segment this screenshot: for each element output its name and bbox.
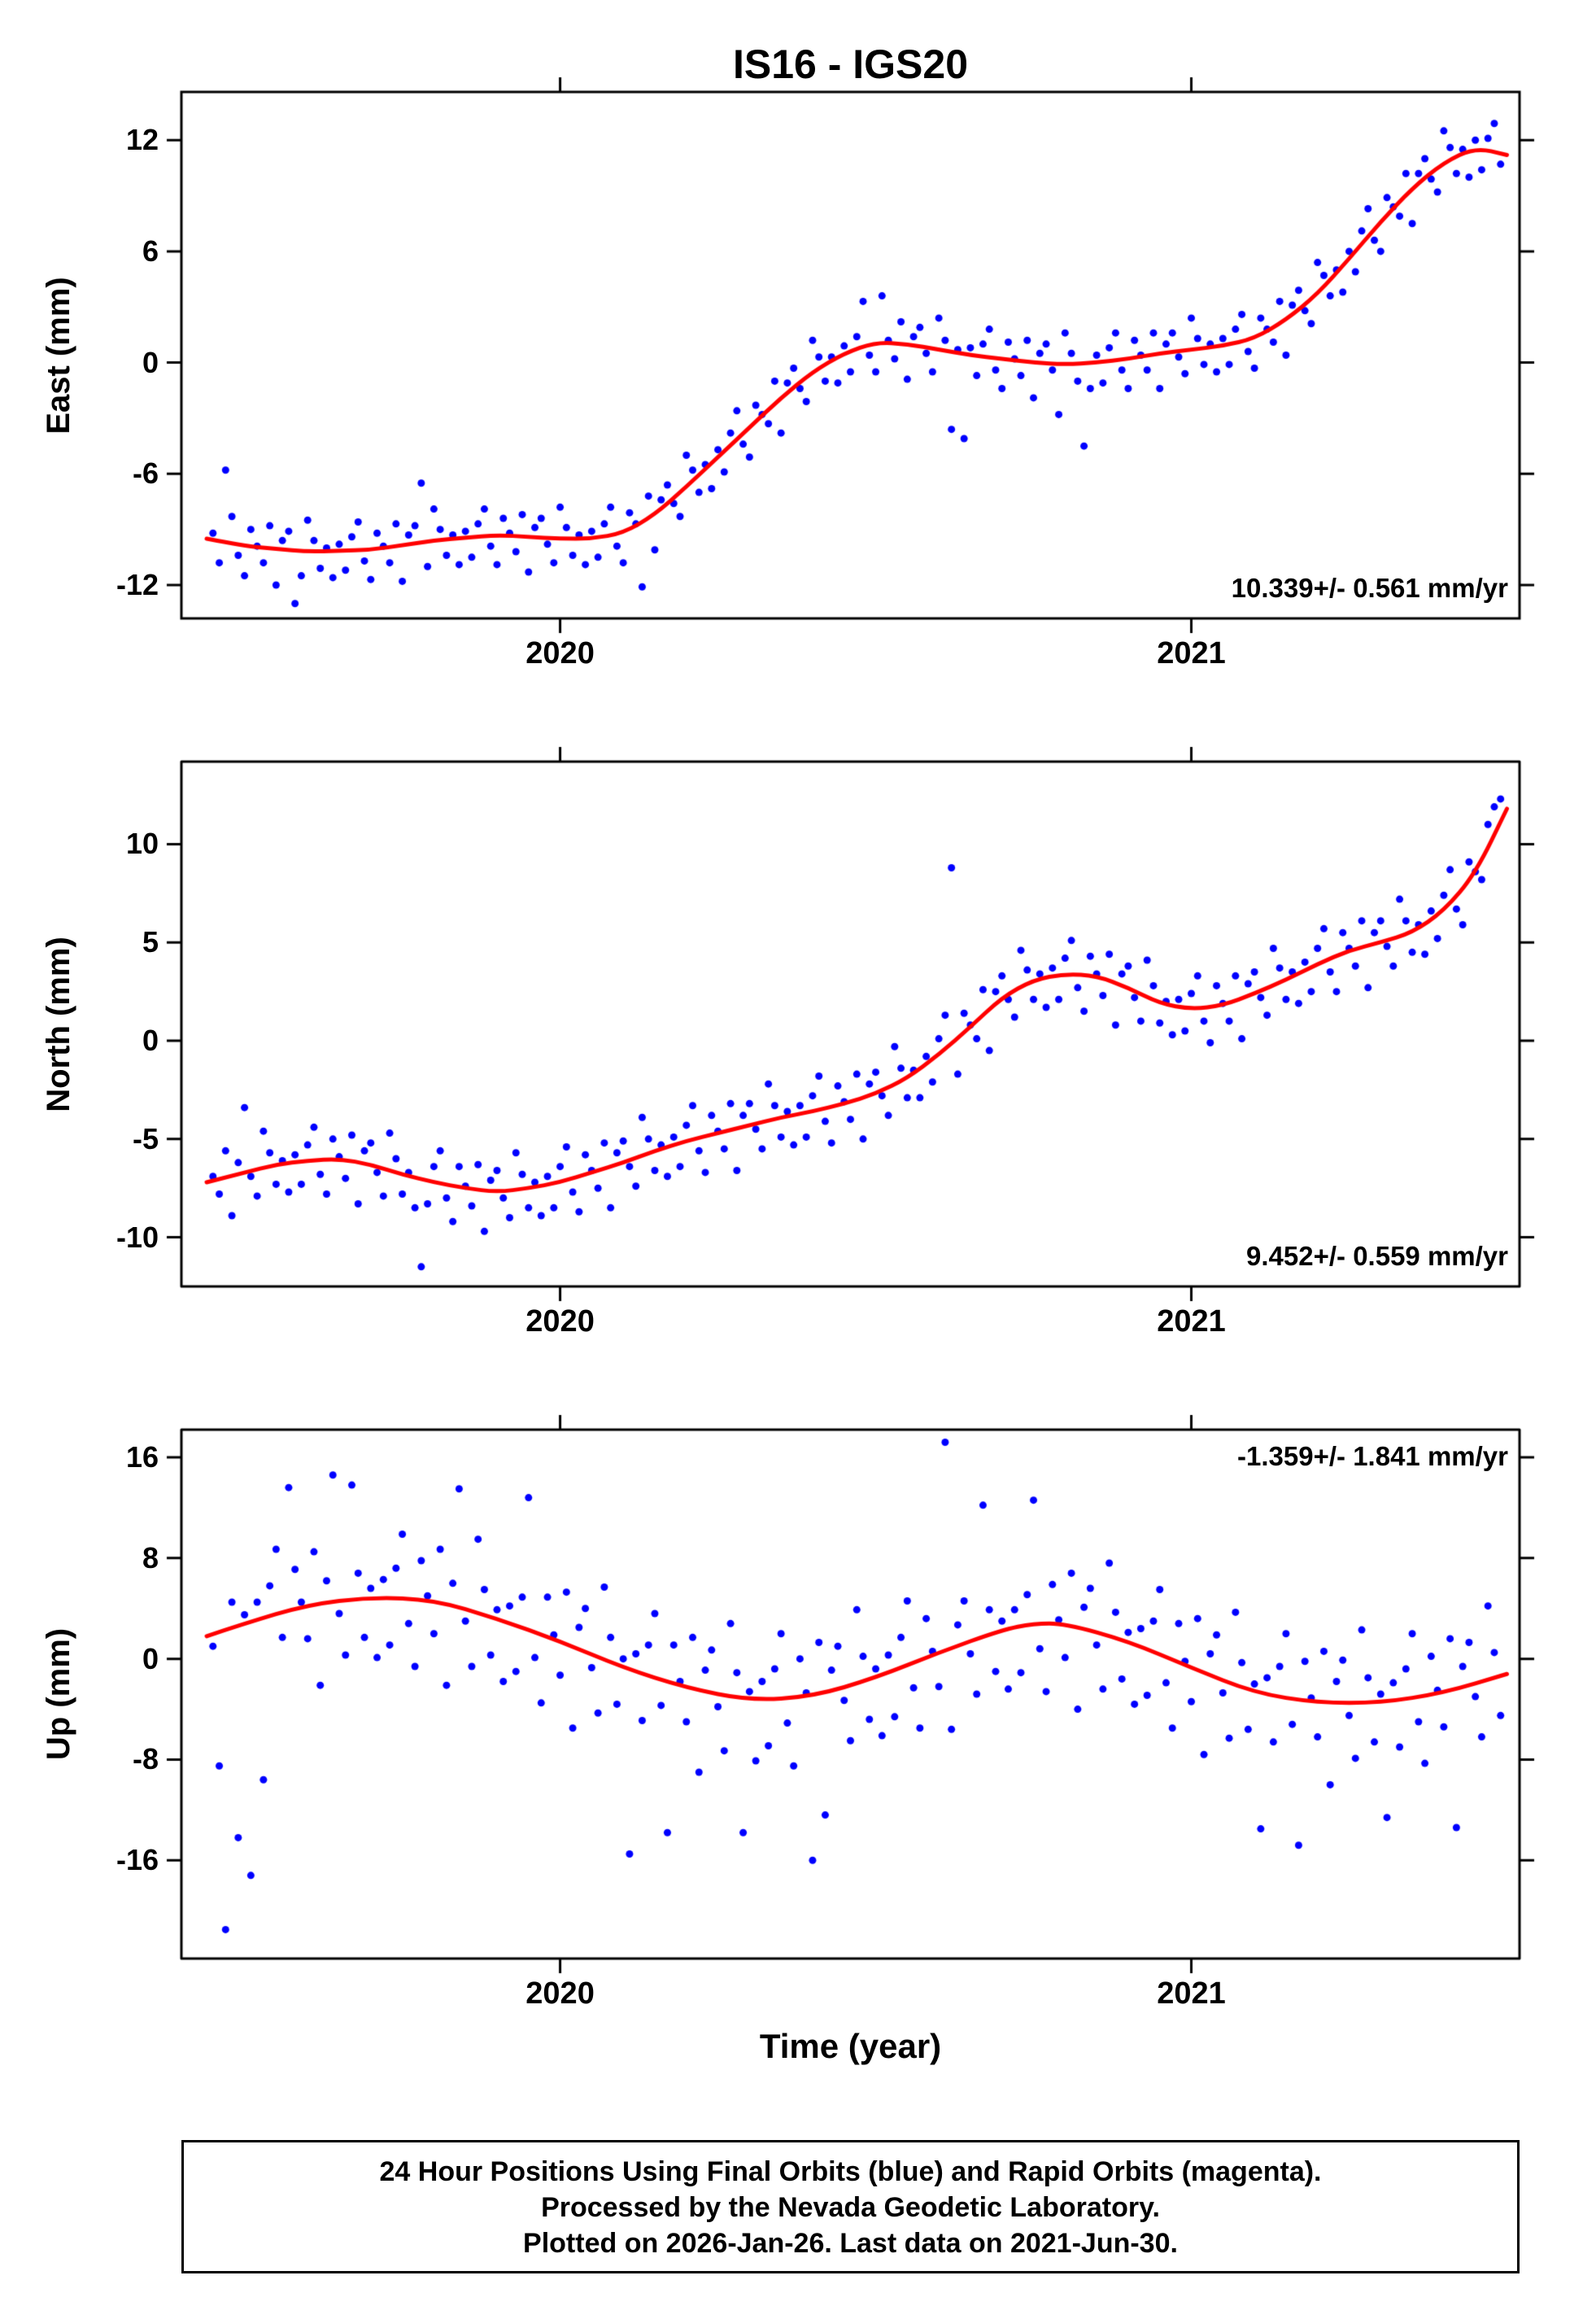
footer-line-processed-by: Processed by the Nevada Geodetic Laborat…	[541, 2192, 1160, 2223]
rate-annotation-up: -1.359+/- 1.841 mm/yr	[1237, 1441, 1508, 1471]
y-tick-label-north: -10	[116, 1220, 159, 1254]
x-tick-label-east: 2021	[1157, 636, 1226, 670]
rate-annotation-north: 9.452+/- 0.559 mm/yr	[1246, 1241, 1508, 1271]
y-axis-title-up: Up (mm)	[41, 1627, 76, 1761]
y-tick-label-east: 12	[125, 123, 159, 157]
y-axis-title-north: North (mm)	[41, 936, 76, 1112]
x-tick-label-north: 2021	[1157, 1304, 1226, 1339]
y-tick-label-north: 10	[125, 827, 159, 861]
y-tick-label-up: 0	[142, 1641, 159, 1675]
y-axis-title-east: East (mm)	[41, 276, 76, 435]
footer-line-plot-dates: Plotted on 2026-Jan-26. Last data on 202…	[523, 2228, 1178, 2259]
x-tick-label-up: 2021	[1157, 1976, 1226, 2011]
rate-annotation-east: 10.339+/- 0.561 mm/yr	[1231, 573, 1508, 603]
y-tick-label-north: 5	[142, 925, 159, 959]
y-tick-label-east: 6	[142, 234, 159, 268]
y-tick-label-up: -8	[132, 1742, 159, 1776]
y-tick-label-east: 0	[142, 345, 159, 379]
y-tick-label-east: -6	[132, 456, 159, 491]
x-tick-label-north: 2020	[525, 1304, 595, 1339]
y-tick-label-up: -16	[116, 1843, 159, 1877]
y-tick-label-north: -5	[132, 1121, 159, 1155]
y-tick-label-up: 16	[125, 1440, 159, 1474]
x-tick-label-east: 2020	[525, 636, 595, 670]
x-axis-title: Time (year)	[759, 2027, 942, 2065]
footer-line-orbits: 24 Hour Positions Using Final Orbits (bl…	[379, 2156, 1322, 2187]
y-tick-label-up: 8	[142, 1540, 159, 1574]
y-tick-label-east: -12	[116, 567, 159, 601]
footer-box: 24 Hour Positions Using Final Orbits (bl…	[181, 2140, 1520, 2273]
x-tick-label-up: 2020	[525, 1976, 595, 2011]
y-tick-label-north: 0	[142, 1024, 159, 1058]
